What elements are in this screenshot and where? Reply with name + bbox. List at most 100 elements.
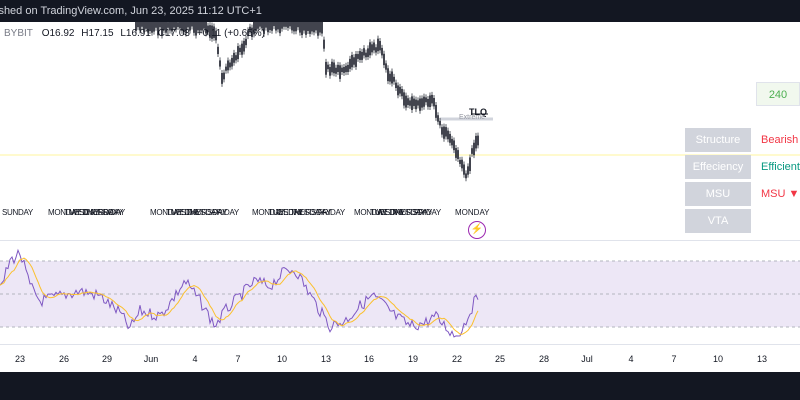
candle-body: [457, 150, 459, 160]
candle-body: [251, 27, 253, 38]
price-chart-pane[interactable]: BYBIT O16.92 H17.15 L16.91 C17.03 +0.11 …: [0, 22, 800, 240]
day-label: WEDNESDAY: [172, 208, 221, 217]
candle-body: [437, 115, 439, 122]
day-label: THURSDAY: [391, 208, 433, 217]
candle-body: [253, 22, 255, 35]
candle-body: [433, 97, 435, 107]
candle-body: [315, 22, 317, 31]
candle-body: [389, 73, 391, 82]
candle-body: [139, 22, 141, 31]
time-axis-tick: Jul: [581, 354, 593, 364]
candle-body: [451, 138, 453, 146]
time-axis-tick: 13: [320, 354, 332, 364]
candle-body: [303, 22, 305, 31]
candle-body: [297, 22, 299, 28]
time-axis-tick: 19: [407, 354, 419, 364]
candle-body: [169, 22, 171, 31]
time-axis-tick: 22: [451, 354, 463, 364]
candle-body: [415, 99, 417, 110]
candle-body: [369, 42, 371, 56]
candlestick-chart[interactable]: [0, 22, 800, 240]
candle-body: [271, 22, 273, 31]
candle-body: [405, 95, 407, 108]
candle-body: [343, 67, 345, 73]
candle-body: [305, 22, 307, 35]
day-label: TUESDAY: [166, 208, 202, 217]
time-axis-tick: 26: [58, 354, 70, 364]
candle-body: [399, 86, 401, 94]
candle-body: [319, 22, 321, 33]
candle-body: [161, 22, 163, 36]
day-label: WEDNESDAY: [377, 208, 426, 217]
candle-body: [409, 100, 411, 106]
candle-body: [157, 22, 159, 36]
candle-body: [235, 55, 237, 61]
candle-body: [279, 22, 281, 34]
candle-body: [371, 44, 373, 53]
candle-body: [167, 22, 169, 28]
time-axis-tick: 16: [363, 354, 375, 364]
low-value: 16.91: [125, 28, 151, 39]
candle-body: [143, 22, 145, 32]
candle-body: [455, 148, 457, 158]
candle-body: [465, 173, 467, 179]
published-header-bar: ished on TradingView.com, Jun 23, 2025 1…: [0, 0, 800, 22]
high-value: 17.15: [88, 28, 114, 39]
candle-body: [443, 126, 445, 139]
time-axis-tick: 7: [235, 354, 241, 364]
rsi-line: [0, 248, 479, 338]
candle-body: [363, 48, 365, 56]
time-axis-tick: 13: [756, 354, 768, 364]
time-axis[interactable]: 23 26 29 Jun 4 7 10 13 16 19 22 25 28 Jul 4 7 10 13: [0, 344, 800, 373]
candle-body: [165, 22, 167, 33]
candle-body: [325, 61, 327, 75]
row-value: Efficient: [761, 161, 800, 173]
ohlc-legend: BYBIT O16.92 H17.15 L16.91 C17.03 +0.11 …: [4, 28, 265, 39]
candle-body: [207, 25, 209, 33]
candle-body: [351, 54, 353, 68]
row-key: VTA: [685, 209, 751, 233]
candle-body: [449, 133, 451, 143]
candle-body: [241, 43, 243, 55]
candle-body: [153, 22, 155, 32]
candle-body: [401, 89, 403, 97]
day-label: WEDNESDAY: [70, 208, 119, 217]
rsi-indicator-chart[interactable]: [0, 241, 800, 344]
day-label: MONDAY: [354, 208, 387, 217]
candle-body: [397, 85, 399, 96]
open-value: 16.92: [49, 28, 75, 39]
candle-body: [329, 67, 331, 76]
lightning-event-icon[interactable]: ⚡: [468, 221, 486, 239]
candle-body: [191, 22, 193, 27]
candle-body: [347, 64, 349, 72]
candle-body: [421, 98, 423, 108]
day-label-last: MONDAY: [455, 208, 490, 217]
candle-body: [447, 130, 449, 140]
candle-body: [275, 22, 277, 31]
candle-body: [361, 51, 363, 60]
candle-body: [467, 166, 469, 175]
candle-body: [349, 58, 351, 69]
candle-body: [189, 22, 191, 31]
candle-body: [453, 140, 455, 151]
candle-body: [345, 65, 347, 73]
candle-body: [357, 54, 359, 59]
table-row-msu: MSU MSU ▼: [685, 182, 800, 206]
symbol-exchange: BYBIT: [4, 28, 33, 39]
candle-body: [335, 67, 337, 74]
candle-body: [281, 22, 283, 29]
table-row-vta: VTA: [685, 209, 800, 233]
candle-body: [445, 127, 447, 137]
candle-body: [147, 22, 149, 33]
candle-body: [137, 22, 139, 28]
candle-body: [237, 46, 239, 60]
candle-body: [407, 98, 409, 105]
rsi-pane[interactable]: [0, 241, 800, 344]
time-axis-tick: 4: [628, 354, 634, 364]
candle-body: [475, 135, 477, 149]
candle-body: [193, 22, 195, 33]
candle-body: [365, 52, 367, 58]
candle-body: [197, 22, 199, 31]
day-label: TUESDAY: [64, 208, 100, 217]
pane-divider[interactable]: [0, 240, 800, 241]
